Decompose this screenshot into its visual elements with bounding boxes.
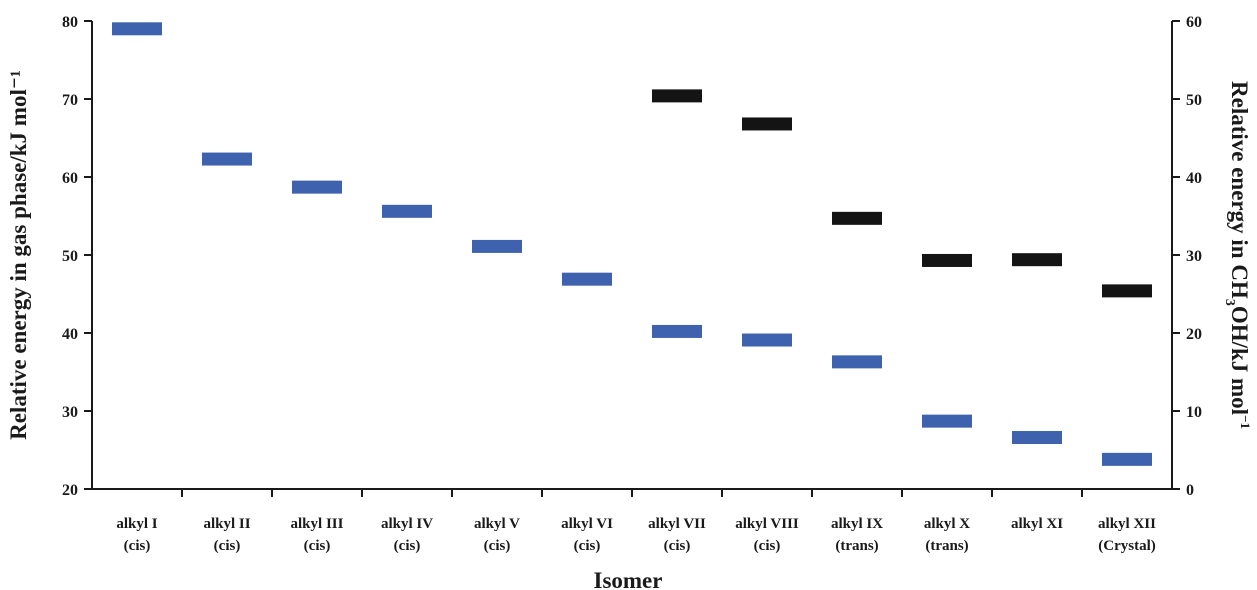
right-y-axis-title-superscript: −1	[1238, 415, 1253, 429]
right-y-axis-title-part: OH/kJ mol	[1227, 306, 1252, 415]
gas-phase-energy-bar	[562, 272, 612, 286]
category-label-line2: (cis)	[214, 538, 241, 554]
methanol-energy-bar	[922, 253, 972, 267]
right-y-axis-title-part: Relative energy in CH	[1227, 81, 1252, 299]
category-label-line2: (cis)	[304, 538, 331, 554]
gas-phase-energy-bar	[1102, 452, 1152, 466]
left-axis-ticks: 20 30 40 50 60 70 80	[62, 14, 92, 499]
right-axis-tick-label: 10	[1186, 404, 1202, 421]
right-axis-tick-label: 50	[1186, 92, 1202, 109]
right-axis-tick-label: 30	[1186, 248, 1202, 265]
gas-phase-energy-bar	[742, 333, 792, 347]
methanol-energy-bar	[832, 211, 882, 225]
category-label-line1: alkyl VIII	[735, 516, 799, 532]
category-label-line1: alkyl II	[203, 516, 250, 532]
methanol-energy-bar	[1012, 253, 1062, 267]
left-axis-tick-label: 50	[62, 248, 78, 265]
category-label-line1: alkyl XII	[1098, 516, 1156, 532]
category-label-line2: (trans)	[835, 538, 878, 554]
category-label-line1: alkyl X	[924, 516, 970, 532]
category-label-line2: (trans)	[925, 538, 968, 554]
right-axis-tick-label: 0	[1186, 482, 1194, 499]
right-axis-tick-label: 20	[1186, 326, 1202, 343]
right-axis-tick-label: 40	[1186, 170, 1202, 187]
gas-phase-energy-bar	[382, 204, 432, 218]
left-axis-tick-label: 70	[62, 92, 78, 109]
category-label-line1: alkyl V	[474, 516, 520, 532]
category-label-line1: alkyl IV	[381, 516, 433, 532]
category-label-line2: (Crystal)	[1098, 538, 1155, 554]
category-label-line2: (cis)	[664, 538, 691, 554]
right-axis-tick-label: 60	[1186, 14, 1202, 31]
right-y-axis-title: Relative energy in CH3OH/kJ mol−1	[1222, 81, 1253, 429]
category-label-line2: (cis)	[754, 538, 781, 554]
methanol-energy-bar	[652, 89, 702, 103]
category-label-line2: (cis)	[574, 538, 601, 554]
gas-phase-energy-bar	[832, 355, 882, 369]
gas-phase-energy-bar	[472, 239, 522, 253]
category-label-line2: (cis)	[394, 538, 421, 554]
category-label-line1: alkyl IX	[831, 516, 883, 532]
data-marks	[112, 22, 1152, 466]
category-label-line2: (cis)	[124, 538, 151, 554]
category-label-line1: alkyl XI	[1011, 516, 1063, 532]
gas-phase-energy-bar	[1012, 431, 1062, 445]
left-axis-tick-label: 80	[62, 14, 78, 31]
methanol-energy-bar	[1102, 284, 1152, 298]
left-axis-tick-label: 30	[62, 404, 78, 421]
category-label-line1: alkyl III	[291, 516, 344, 532]
right-axis-ticks: 0 10 20 30 40 50 60	[1172, 14, 1202, 499]
left-axis-tick-label: 20	[62, 482, 78, 499]
category-labels: alkyl I (cis) alkyl II (cis) alkyl III (cis) a…	[116, 489, 1156, 554]
right-y-axis-title-subscript: 3	[1222, 299, 1237, 306]
category-label-line2: (cis)	[484, 538, 511, 554]
gas-phase-energy-bar	[292, 180, 342, 194]
methanol-energy-bar	[742, 117, 792, 131]
gas-phase-energy-bar	[922, 414, 972, 428]
category-label-line1: alkyl VII	[648, 516, 706, 532]
gas-phase-energy-bar	[112, 22, 162, 36]
category-label-line1: alkyl I	[116, 516, 157, 532]
left-axis-tick-label: 40	[62, 326, 78, 343]
left-axis-tick-label: 60	[62, 170, 78, 187]
category-label-line1: alkyl VI	[561, 516, 613, 532]
axes	[91, 21, 1173, 490]
gas-phase-energy-bar	[652, 324, 702, 338]
x-axis-title: Isomer	[594, 568, 663, 590]
left-y-axis-title: Relative energy in gas phase/kJ mol⁻¹	[6, 70, 31, 440]
gas-phase-energy-bar	[202, 152, 252, 166]
